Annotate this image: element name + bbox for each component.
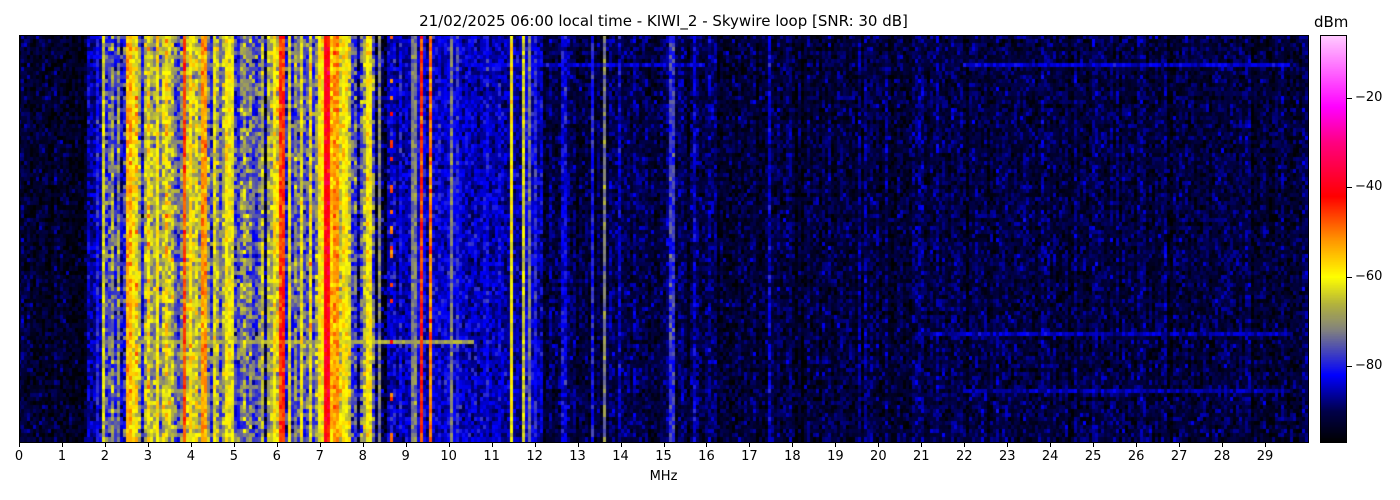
x-tick	[233, 442, 235, 447]
x-tick	[1136, 442, 1138, 447]
x-tick	[921, 442, 923, 447]
x-tick-label: 20	[870, 449, 887, 464]
x-tick-label: 10	[440, 449, 457, 464]
x-tick	[61, 442, 63, 447]
x-tick	[276, 442, 278, 447]
spectrogram-heatmap	[19, 35, 1308, 442]
colorbar-tick-label: −40	[1355, 179, 1383, 195]
x-tick-label: 12	[526, 449, 543, 464]
x-tick	[1093, 442, 1095, 447]
x-tick	[491, 442, 493, 447]
x-tick-label: 15	[655, 449, 672, 464]
x-tick-label: 17	[741, 449, 758, 464]
chart-title: 21/02/2025 06:00 local time - KIWI_2 - S…	[419, 12, 908, 30]
colorbar-frame	[1320, 35, 1347, 443]
colorbar-tick	[1347, 276, 1352, 278]
x-tick-label: 5	[229, 449, 238, 464]
x-tick	[1265, 442, 1267, 447]
x-tick	[1179, 442, 1181, 447]
x-tick-label: 9	[401, 449, 410, 464]
x-tick	[534, 442, 536, 447]
x-tick-label: 16	[698, 449, 715, 464]
x-axis: 0 1 2 3 4 5 6 7 8 9 10 11 12 13 14 15 16 17 18 19 20 21 22 23 24…	[0, 442, 1400, 472]
x-tick	[147, 442, 149, 447]
x-tick-label: 28	[1213, 449, 1231, 464]
colorbar-tick	[1347, 365, 1352, 367]
x-tick-label: 26	[1127, 449, 1145, 464]
x-tick	[1050, 442, 1052, 447]
x-tick	[104, 442, 106, 447]
x-tick-label: 21	[913, 449, 930, 464]
x-tick-label: 18	[784, 449, 801, 464]
x-tick-label: 2	[100, 449, 110, 464]
x-tick	[964, 442, 966, 447]
colorbar-tick	[1347, 187, 1352, 189]
colorbar-tick	[1347, 97, 1352, 99]
x-tick-label: 7	[315, 449, 324, 464]
x-tick	[190, 442, 192, 447]
x-tick-label: 24	[1041, 449, 1059, 464]
x-tick-label: 3	[143, 449, 153, 464]
x-tick	[706, 442, 708, 447]
x-tick-label: 29	[1256, 449, 1274, 464]
x-tick	[362, 442, 364, 447]
x-tick-label: 0	[14, 449, 24, 464]
x-tick	[1007, 442, 1009, 447]
x-tick	[878, 442, 880, 447]
x-tick	[620, 442, 622, 447]
x-tick	[448, 442, 450, 447]
x-tick-label: 27	[1170, 449, 1188, 464]
x-tick	[1222, 442, 1224, 447]
x-tick	[749, 442, 751, 447]
x-tick	[19, 442, 20, 447]
x-tick	[577, 442, 579, 447]
x-tick-label: 1	[57, 449, 67, 464]
x-tick	[663, 442, 665, 447]
x-tick	[319, 442, 321, 447]
x-tick-label: 25	[1084, 449, 1102, 464]
x-tick	[835, 442, 837, 447]
x-tick-label: 11	[483, 449, 500, 464]
x-tick-label: 14	[612, 449, 629, 464]
colorbar-tick-label: −60	[1355, 268, 1383, 284]
colorbar-tick-label: −20	[1355, 89, 1383, 105]
x-tick-label: 19	[827, 449, 844, 464]
x-tick-label: 13	[569, 449, 586, 464]
colorbar	[1320, 35, 1346, 442]
colorbar-tick-label: −80	[1355, 357, 1383, 373]
x-tick-label: 22	[955, 449, 973, 464]
colorbar-label: dBm	[1314, 13, 1349, 31]
x-tick	[792, 442, 794, 447]
x-tick-label: 8	[358, 449, 367, 464]
x-tick-label: 4	[186, 449, 195, 464]
x-tick-label: 23	[998, 449, 1016, 464]
x-tick	[405, 442, 407, 447]
x-tick-label: 6	[272, 449, 281, 464]
x-axis-label: MHz	[649, 469, 678, 484]
